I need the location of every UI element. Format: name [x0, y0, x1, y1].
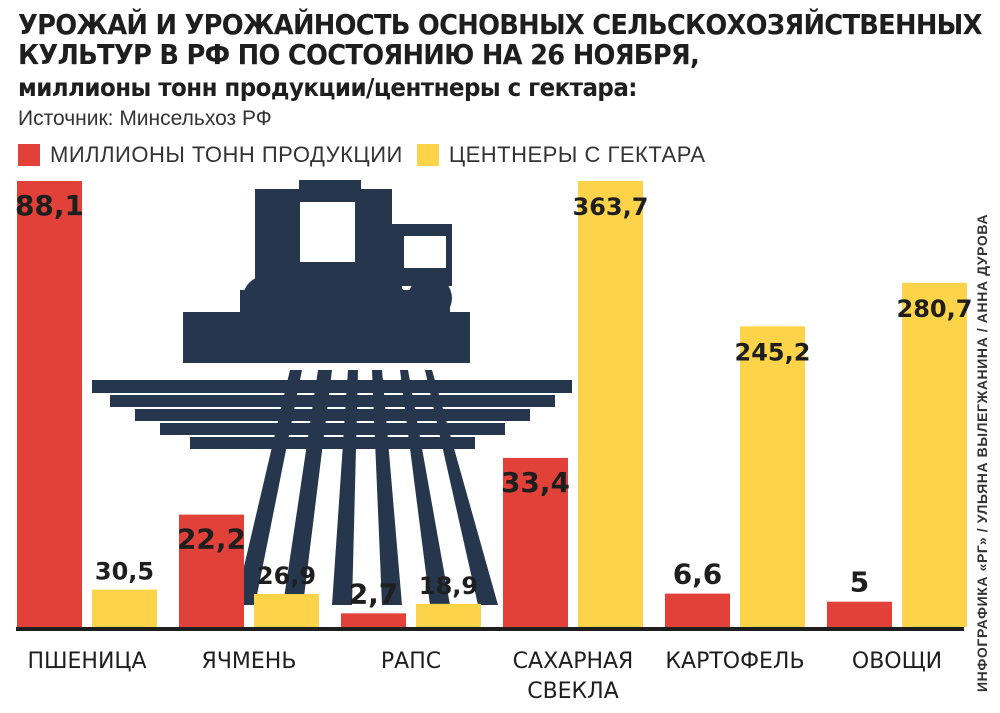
bar-yield-barley	[254, 594, 319, 627]
value-label-production-rapeseed: 2,7	[349, 577, 399, 610]
combine-harvester-field-icon	[92, 180, 572, 605]
value-labels-group: 88,1 30,5 22,2 26,9 2,7 18,9 33,4 363,7 6,6 245,2…	[15, 189, 973, 610]
harvester-cab-icon	[255, 189, 452, 300]
category-labels-group: ПШЕНИЦА ЯЧМЕНЬ РАПС САХАРНАЯ СВЕКЛА КАРТОФЕЛЬ…	[27, 649, 942, 704]
harvester-header-icon	[183, 312, 470, 358]
value-label-yield-wheat: 30,5	[95, 558, 154, 586]
harvester-roof-icon	[299, 180, 361, 189]
bar-yield-potato	[740, 326, 805, 627]
bars-group	[17, 181, 967, 627]
legend-item-yield: ЦЕНТНЕРЫ С ГЕКТАРА	[416, 142, 706, 168]
source-note: Источник: Минсельхоз РФ	[18, 107, 272, 130]
legend: МИЛЛИОНЫ ТОНН ПРОДУКЦИИ ЦЕНТНЕРЫ С ГЕКТА…	[18, 142, 720, 168]
value-label-production-barley: 22,2	[177, 523, 246, 556]
legend-item-production: МИЛЛИОНЫ ТОНН ПРОДУКЦИИ	[18, 142, 403, 168]
value-label-production-vegetables: 5	[850, 566, 869, 599]
value-label-production-wheat: 88,1	[15, 189, 84, 222]
value-label-yield-rapeseed: 18,9	[419, 572, 478, 600]
value-label-yield-sugar-beet: 363,7	[573, 193, 649, 221]
bar-yield-wheat	[92, 589, 157, 627]
legend-swatch-yield	[416, 144, 439, 166]
bar-production-vegetables	[827, 601, 892, 627]
category-label-barley: ЯЧМЕНЬ	[202, 649, 297, 674]
bar-production-rapeseed	[341, 613, 406, 627]
legend-label-yield: ЦЕНТНЕРЫ С ГЕКТАРА	[448, 142, 706, 167]
category-label-rapeseed: РАПС	[381, 649, 441, 674]
field-furrows-icon	[92, 380, 572, 449]
value-label-yield-potato: 245,2	[735, 338, 811, 366]
bar-production-wheat	[17, 181, 82, 627]
harvester-wheel-icon	[243, 276, 287, 320]
title-line-2: КУЛЬТУР В РФ ПО СОСТОЯНИЮ НА 26 НОЯБРЯ,	[18, 38, 700, 71]
value-label-production-potato: 6,6	[673, 558, 723, 591]
category-label-sugar-beet: САХАРНАЯ	[513, 649, 634, 674]
value-label-production-sugar-beet: 33,4	[501, 466, 570, 499]
bar-production-sugar-beet	[503, 457, 568, 627]
title-line-1: УРОЖАЙ И УРОЖАЙНОСТЬ ОСНОВНЫХ СЕЛЬСКОХОЗ…	[18, 8, 983, 41]
bar-production-potato	[665, 593, 730, 627]
legend-swatch-production	[18, 144, 40, 166]
bar-production-barley	[179, 514, 244, 627]
value-label-yield-vegetables: 280,7	[897, 295, 973, 323]
bar-yield-rapeseed	[416, 603, 481, 627]
category-label-potato: КАРТОФЕЛЬ	[665, 649, 804, 674]
field-rows-icon	[235, 370, 498, 605]
category-label-vegetables: ОВОЩИ	[852, 649, 942, 674]
harvester-reel-icon	[183, 357, 470, 363]
category-label-sugar-beet: СВЕКЛА	[527, 679, 619, 704]
bar-yield-sugar-beet	[578, 181, 643, 627]
legend-label-production: МИЛЛИОНЫ ТОНН ПРОДУКЦИИ	[50, 142, 403, 167]
chart-title: УРОЖАЙ И УРОЖАЙНОСТЬ ОСНОВНЫХ СЕЛЬСКОХОЗ…	[18, 8, 983, 71]
harvester-wheel-icon	[408, 276, 452, 320]
bar-yield-vegetables	[902, 282, 967, 627]
chart-subtitle: миллионы тонн продукции/центнеры с гекта…	[18, 73, 638, 102]
credit-note: ИНФОГРАФИКА «РГ» / УЛЬЯНА ВЫЛЕГЖАНИНА / …	[974, 213, 990, 692]
category-label-wheat: ПШЕНИЦА	[27, 649, 146, 674]
value-label-yield-barley: 26,9	[257, 562, 316, 590]
